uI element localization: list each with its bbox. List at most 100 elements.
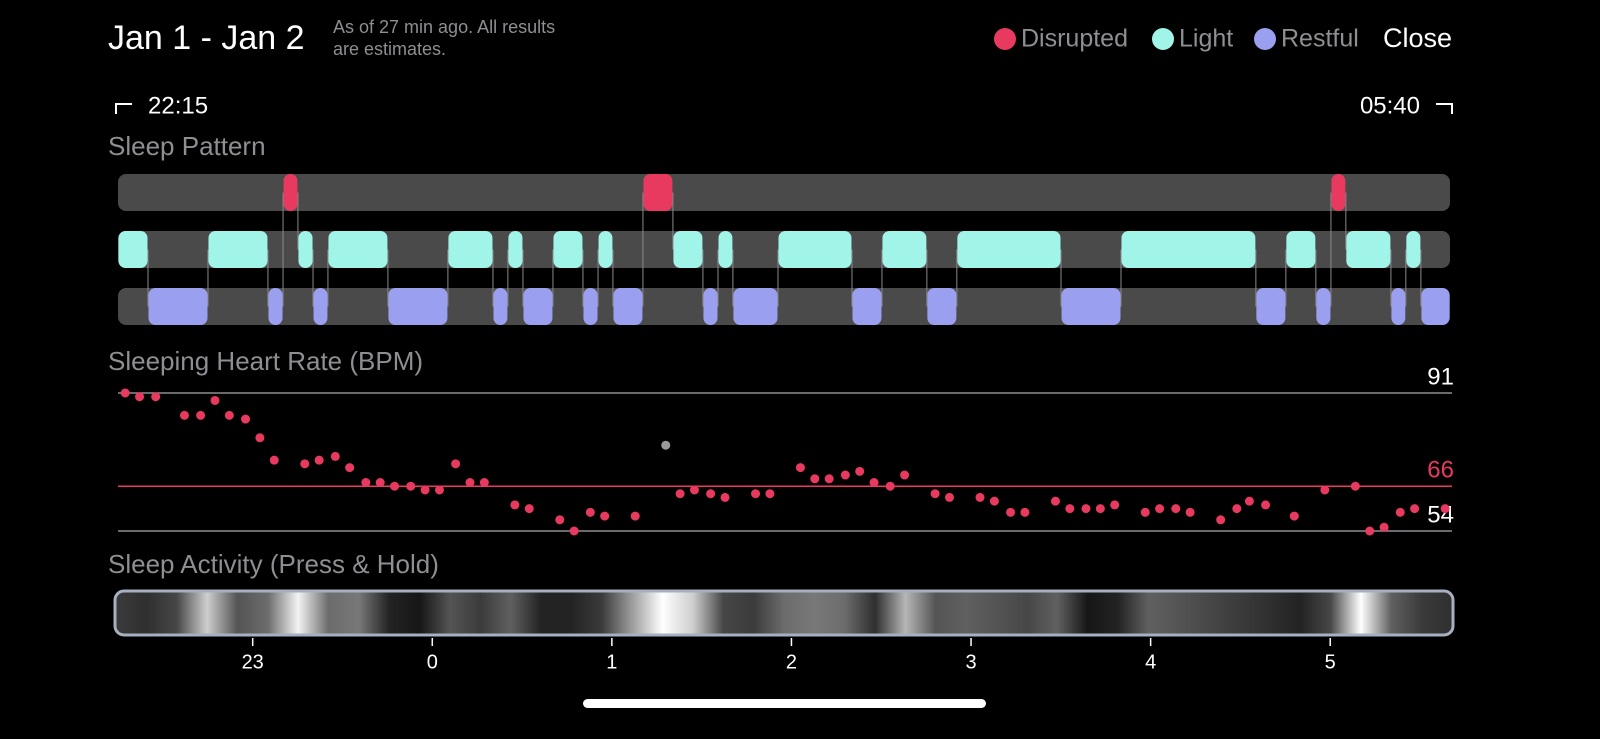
sleep-segment xyxy=(493,288,508,325)
legend-swatch xyxy=(994,28,1016,50)
heart-rate-point xyxy=(300,459,310,469)
legend-swatch xyxy=(1254,28,1276,50)
heart-rate-point xyxy=(390,481,400,491)
heart-rate-point xyxy=(810,474,820,484)
heart-rate-point xyxy=(600,511,610,521)
heart-rate-point xyxy=(1232,504,1242,514)
heart-rate-point xyxy=(840,470,850,480)
sleep-segment xyxy=(328,231,388,268)
sleep-segment xyxy=(1391,288,1406,325)
range-bracket xyxy=(115,103,1453,114)
heart-rate-point xyxy=(241,414,251,424)
sleep-segment xyxy=(283,174,298,211)
track xyxy=(118,174,1450,211)
sleep-segment xyxy=(388,288,448,325)
heart-rate-point xyxy=(120,388,130,398)
heart-rate-point xyxy=(314,455,324,465)
x-tick-label: 1 xyxy=(606,651,617,673)
legend-label: Light xyxy=(1179,25,1233,53)
heart-rate-point xyxy=(1261,500,1271,510)
heart-rate-point xyxy=(1320,485,1330,495)
y-tick-label: 54 xyxy=(1427,501,1454,528)
heart-rate-point xyxy=(869,478,879,488)
heart-rate-point xyxy=(406,481,416,491)
y-tick-label: 66 xyxy=(1427,457,1454,484)
legend-swatch xyxy=(1152,28,1174,50)
heart-rate-point xyxy=(135,392,145,402)
legend-label: Restful xyxy=(1281,25,1359,53)
sleep-segment xyxy=(957,231,1061,268)
heart-rate-point xyxy=(675,489,685,499)
heart-rate-point xyxy=(434,485,444,495)
heart-rate-point xyxy=(1410,504,1420,514)
sleep-segment xyxy=(778,231,852,268)
sleep-segment xyxy=(673,231,703,268)
x-tick-label: 0 xyxy=(427,651,438,673)
sleep-segment xyxy=(718,231,733,268)
sleep-segment xyxy=(1061,288,1121,325)
heart-rate-point xyxy=(1095,504,1105,514)
heart-rate-point xyxy=(151,392,161,402)
heart-rate-point xyxy=(885,481,895,491)
y-tick-label: 91 xyxy=(1427,363,1454,390)
heart-rate-point xyxy=(661,440,671,450)
heart-rate-point xyxy=(224,410,234,420)
heart-rate-point xyxy=(420,485,430,495)
x-tick-label: 3 xyxy=(965,651,976,673)
heart-rate-point xyxy=(1006,507,1016,517)
sleep-segment xyxy=(733,288,778,325)
sleep-segment xyxy=(643,174,673,211)
section-title: Sleep Activity (Press & Hold) xyxy=(108,549,439,579)
subtitle: As of 27 min ago. All results xyxy=(333,17,555,37)
heart-rate-point xyxy=(524,504,534,514)
heart-rate-point xyxy=(944,492,954,502)
heart-rate-point xyxy=(451,459,461,469)
heart-rate-point xyxy=(196,410,206,420)
heart-rate-point xyxy=(1140,507,1150,517)
sleep-segment xyxy=(1331,174,1346,211)
subtitle: are estimates. xyxy=(333,39,446,59)
sleep-segment xyxy=(852,288,882,325)
home-indicator xyxy=(583,699,986,708)
heart-rate-point xyxy=(1244,496,1254,506)
sleep-segment xyxy=(1406,231,1421,268)
sleep-segment xyxy=(1121,231,1256,268)
heart-rate-point xyxy=(569,526,579,536)
sleep-segment xyxy=(268,288,283,325)
sleep-segment xyxy=(598,231,613,268)
heart-rate-point xyxy=(1171,504,1181,514)
heart-rate-point xyxy=(975,492,985,502)
heart-rate-point xyxy=(1110,500,1120,510)
heart-rate-point xyxy=(689,485,699,495)
heart-rate-point xyxy=(751,489,761,499)
heart-rate-point xyxy=(855,466,865,476)
heart-rate-point xyxy=(989,496,999,506)
heart-rate-point xyxy=(269,455,279,465)
x-tick-label: 5 xyxy=(1325,651,1336,673)
heart-rate-point xyxy=(330,451,340,461)
sleep-segment xyxy=(927,288,957,325)
sleep-segment xyxy=(1256,288,1286,325)
x-tick-label: 2 xyxy=(786,651,797,673)
sleep-segment xyxy=(313,288,328,325)
x-tick-label: 23 xyxy=(242,651,264,673)
sleep-segment xyxy=(1346,231,1391,268)
heart-rate-point xyxy=(1065,504,1075,514)
heart-rate-point xyxy=(1185,507,1195,517)
heart-rate-point xyxy=(345,463,355,473)
heart-rate-point xyxy=(720,492,730,502)
sleep-segment xyxy=(703,288,718,325)
heart-rate-point xyxy=(1020,507,1030,517)
heart-rate-point xyxy=(765,489,775,499)
heart-rate-point xyxy=(706,489,716,499)
heart-rate-point xyxy=(1081,504,1091,514)
activity-strip xyxy=(116,592,1452,634)
close-button[interactable]: Close xyxy=(1383,23,1452,53)
sleep-segment xyxy=(583,288,598,325)
sleep-segment xyxy=(553,231,583,268)
heart-rate-point xyxy=(555,515,565,525)
sleep-segment xyxy=(298,231,313,268)
heart-rate-point xyxy=(1050,496,1060,506)
